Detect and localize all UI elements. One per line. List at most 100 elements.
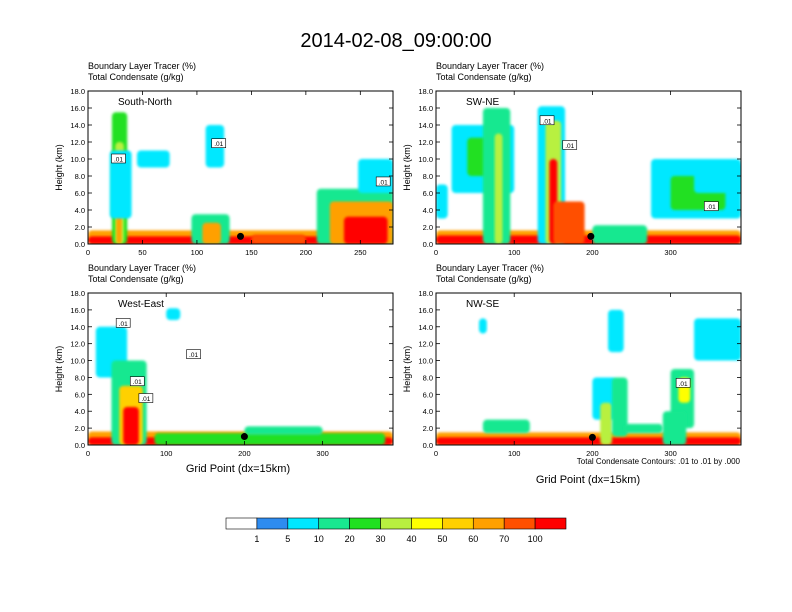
y-tick-label: 12.0 xyxy=(418,340,433,349)
location-marker xyxy=(588,433,596,441)
contour-label-box xyxy=(186,349,201,359)
panel-label-condensate: Total Condensate (g/kg) xyxy=(88,274,184,284)
y-tick-label: 8.0 xyxy=(423,373,433,382)
x-tick-label: 0 xyxy=(86,248,90,257)
y-tick-label: 14.0 xyxy=(70,323,85,332)
y-tick-label: 2.0 xyxy=(423,424,433,433)
colorbar-swatch xyxy=(380,517,412,530)
y-tick-label: 10.0 xyxy=(418,155,433,164)
panel-name: NW-SE xyxy=(466,299,499,310)
colorbar-swatch xyxy=(534,517,567,530)
x-tick-label: 300 xyxy=(664,248,677,257)
y-tick-label: 4.0 xyxy=(423,206,433,215)
y-tick-label: 8.0 xyxy=(423,172,433,181)
y-tick-label: 0.0 xyxy=(75,441,85,450)
y-tick-label: 6.0 xyxy=(75,390,85,399)
contour-label-box xyxy=(138,393,154,403)
contour-label-box xyxy=(703,201,719,211)
y-tick-label: 4.0 xyxy=(75,407,85,416)
colorbar-swatch xyxy=(287,517,320,530)
field-blob xyxy=(553,201,585,244)
figure-title: 2014-02-08_09:00:00 xyxy=(300,30,492,52)
field-blob xyxy=(608,309,624,353)
field-blob xyxy=(244,426,323,435)
y-tick-label: 16.0 xyxy=(418,104,433,113)
contour-label: .01 xyxy=(133,379,142,386)
y-tick-label: 6.0 xyxy=(423,189,433,198)
colorbar-label: 5 xyxy=(285,534,290,544)
colorbar-swatch xyxy=(225,517,258,530)
y-tick-label: 14.0 xyxy=(70,121,85,130)
x-axis-label-nw-se: Grid Point (dx=15km) xyxy=(536,474,640,486)
y-tick-label: 12.0 xyxy=(418,138,433,147)
contour-label: .01 xyxy=(379,179,388,186)
colorbar: 1 5 10 20 30 40 50 60 70 100 xyxy=(225,517,567,544)
location-marker xyxy=(237,232,244,240)
colorbar-label: 30 xyxy=(376,534,386,544)
colorbar-swatch xyxy=(472,517,505,530)
colorbar-label: 50 xyxy=(437,534,447,544)
colorbar-label: 100 xyxy=(528,534,543,544)
panel-name: South-North xyxy=(118,97,172,108)
plot-frame xyxy=(435,90,742,245)
y-tick-label: 8.0 xyxy=(75,172,85,181)
field-blob xyxy=(662,411,687,445)
field-blob xyxy=(123,407,139,445)
x-tick-label: 200 xyxy=(586,248,599,257)
location-marker xyxy=(240,433,248,441)
colorbar-label: 60 xyxy=(468,534,478,544)
y-tick-label: 2.0 xyxy=(75,424,85,433)
panel-label-tracer: Boundary Layer Tracer (%) xyxy=(88,263,196,273)
panel-label-condensate: Total Condensate (g/kg) xyxy=(88,72,184,82)
x-tick-label: 50 xyxy=(138,248,146,257)
field-blob xyxy=(137,150,170,168)
x-tick-label: 0 xyxy=(86,449,90,458)
location-marker xyxy=(587,232,595,240)
colorbar-swatch xyxy=(411,517,443,530)
colorbar-label: 40 xyxy=(406,534,416,544)
x-tick-label: 200 xyxy=(238,449,251,458)
panel-nw-se: Boundary Layer Tracer (%)Total Condensat… xyxy=(402,263,742,458)
field-blob xyxy=(494,133,503,244)
colorbar-swatch xyxy=(503,517,536,530)
panel-field xyxy=(436,106,741,244)
panel-sw-ne: Boundary Layer Tracer (%)Total Condensat… xyxy=(402,61,742,257)
colorbar-label: 1 xyxy=(254,534,259,544)
field-blob xyxy=(482,419,530,434)
contour-label-box xyxy=(129,376,145,386)
contour-label-box xyxy=(675,378,691,388)
plot-frame xyxy=(435,292,742,446)
y-axis-label: Height (km) xyxy=(402,144,412,191)
y-axis-label: Height (km) xyxy=(402,346,412,393)
field-blob xyxy=(154,433,386,445)
x-tick-label: 100 xyxy=(508,248,521,257)
plot-frame xyxy=(87,90,394,245)
field-blob xyxy=(694,318,741,361)
contour-label-box xyxy=(375,176,391,187)
plot-frame xyxy=(87,292,394,446)
y-tick-label: 6.0 xyxy=(75,189,85,198)
x-tick-label: 100 xyxy=(160,449,173,458)
y-tick-label: 10.0 xyxy=(70,155,85,164)
x-tick-label: 150 xyxy=(245,248,258,257)
x-axis-label-west-east: Grid Point (dx=15km) xyxy=(186,463,290,475)
field-blob xyxy=(343,216,388,244)
x-tick-label: 300 xyxy=(664,449,677,458)
colorbar-swatch xyxy=(349,517,381,530)
y-tick-label: 10.0 xyxy=(418,357,433,366)
colorbar-swatch xyxy=(442,517,474,530)
colorbar-label: 20 xyxy=(345,534,355,544)
field-blob xyxy=(109,150,132,219)
y-tick-label: 4.0 xyxy=(75,206,85,215)
y-tick-label: 18.0 xyxy=(418,289,433,298)
y-axis-label: Height (km) xyxy=(54,346,64,393)
field-blob xyxy=(358,159,393,193)
contour-label-box xyxy=(562,140,578,150)
field-blob xyxy=(592,225,648,244)
field-blob xyxy=(623,423,663,434)
colorbar-label: 70 xyxy=(499,534,509,544)
panel-label-tracer: Boundary Layer Tracer (%) xyxy=(436,61,544,71)
y-tick-label: 12.0 xyxy=(70,138,85,147)
